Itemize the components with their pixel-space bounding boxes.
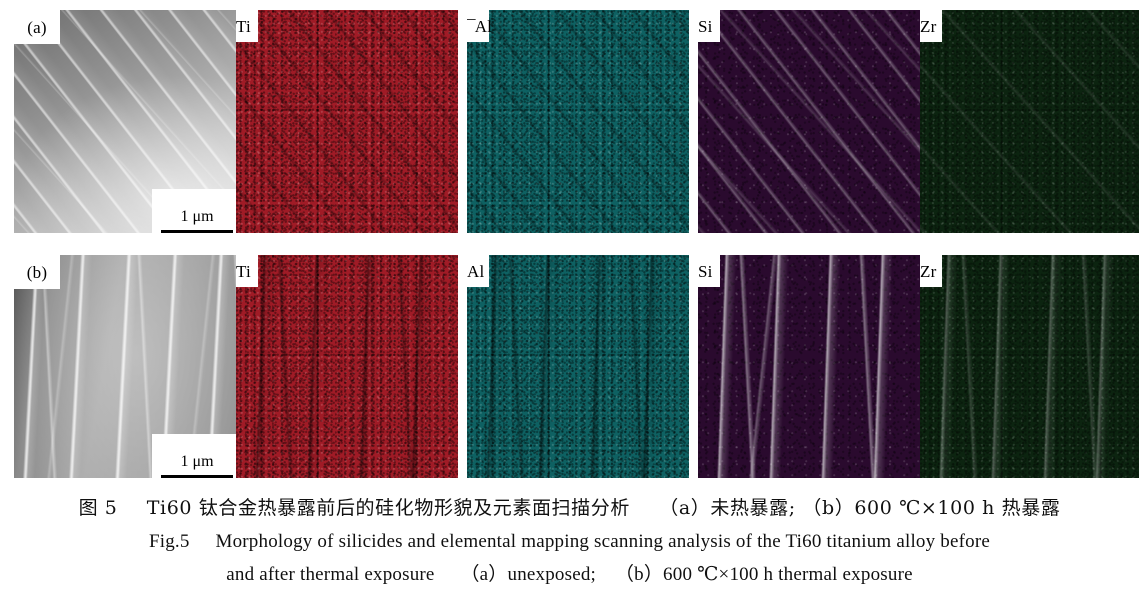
panel-label-a: (a) xyxy=(14,10,60,44)
map-speckle-zr xyxy=(920,255,1139,478)
panel-map-al-exposed: Al xyxy=(467,255,689,478)
panel-label-ti-unexposed: Ti xyxy=(236,10,258,42)
map-streaks-ti-secondary xyxy=(236,255,458,478)
scalebar-label-unexposed: 1 μm xyxy=(180,208,214,225)
map-base-al xyxy=(467,255,689,478)
panel-label-zr-text: Zr xyxy=(920,261,937,281)
panel-label-ti-exposed: Ti xyxy=(236,255,258,287)
scalebar-line-exposed xyxy=(161,475,233,478)
caption-zh-sub-b: （b）600 ℃×100 h 热暴露 xyxy=(802,497,1061,519)
panel-sem-unexposed: (a) 1 μm xyxy=(14,10,236,233)
map-streaks-al xyxy=(467,10,689,233)
map-image-zr-exposed xyxy=(920,255,1139,478)
panel-label-si-text: Si xyxy=(698,261,713,281)
panel-label-zr-exposed: Zr xyxy=(920,255,942,287)
caption-en-line2-sub-b: （b）600 ℃×100 h thermal exposure xyxy=(614,564,913,585)
image-vignette xyxy=(698,255,920,478)
caption-line-en-1: Fig.5 Morphology of silicides and elemen… xyxy=(0,525,1139,558)
panel-map-si-exposed: Si xyxy=(698,255,920,478)
figure-caption: 图 5 Ti60 钛合金热暴露前后的硅化物形貌及元素面扫描分析 （a）未热暴露;… xyxy=(0,492,1139,591)
caption-en-line1: Morphology of silicides and elemental ma… xyxy=(215,531,991,552)
map-image-si-exposed xyxy=(698,255,920,478)
panel-label-al-text: Al xyxy=(474,16,493,36)
caption-en-line2-title: and after thermal exposure xyxy=(226,564,435,585)
map-base-al xyxy=(467,10,689,233)
image-vignette xyxy=(467,10,689,233)
map-image-ti-exposed xyxy=(236,255,458,478)
image-vignette xyxy=(236,255,458,478)
panel-label-zr-unexposed: Zr xyxy=(920,10,942,42)
map-speckle-zr xyxy=(920,10,1139,233)
map-base-zr xyxy=(920,10,1139,233)
map-base-zr xyxy=(920,255,1139,478)
image-vignette xyxy=(920,255,1139,478)
map-streaks-si-tertiary xyxy=(698,255,920,478)
map-streaks-zr xyxy=(920,255,1139,478)
map-base-si xyxy=(698,10,920,233)
scalebar-label-exposed: 1 μm xyxy=(180,453,214,470)
panel-label-ti-text: Ti xyxy=(236,16,251,36)
caption-line-zh: 图 5 Ti60 钛合金热暴露前后的硅化物形貌及元素面扫描分析 （a）未热暴露;… xyxy=(0,492,1139,525)
panel-label-si-text: Si xyxy=(698,16,713,36)
panel-label-b-text: (b) xyxy=(26,262,48,282)
panel-row-unexposed: (a) 1 μm Ti xyxy=(0,10,1139,233)
map-image-ti-unexposed xyxy=(236,10,458,233)
scalebar-unexposed: 1 μm xyxy=(152,189,236,233)
map-streaks-si xyxy=(698,255,920,478)
image-vignette xyxy=(698,10,920,233)
panel-label-si-unexposed: Si xyxy=(698,10,720,42)
panel-label-al-prefix: ¯ xyxy=(467,16,476,36)
map-streaks-si-secondary xyxy=(698,10,920,233)
map-streaks-ti xyxy=(236,10,458,233)
panel-map-zr-unexposed: Zr xyxy=(920,10,1139,233)
caption-en-line2-sub-a: （a）unexposed; xyxy=(460,564,597,585)
map-speckle-si xyxy=(698,10,920,233)
map-streaks-zr xyxy=(920,10,1139,233)
image-vignette xyxy=(236,10,458,233)
image-vignette xyxy=(920,10,1139,233)
caption-zh-label: 图 5 xyxy=(78,497,118,519)
panel-label-al-text: Al xyxy=(467,261,485,281)
scalebar-exposed: 1 μm xyxy=(152,434,236,478)
panel-map-ti-unexposed: Ti xyxy=(236,10,458,233)
map-streaks-al xyxy=(467,255,689,478)
panel-label-zr-text: Zr xyxy=(920,16,937,36)
caption-en-label: Fig.5 xyxy=(148,531,190,552)
map-base-ti xyxy=(236,255,458,478)
map-streaks-al-secondary xyxy=(467,255,689,478)
panel-map-si-unexposed: Si xyxy=(698,10,920,233)
caption-zh-sub-a: （a）未热暴露; xyxy=(659,497,796,519)
scalebar-line-unexposed xyxy=(161,230,233,233)
map-speckle-al xyxy=(467,10,689,233)
panel-row-exposed: (b) 1 μm Ti xyxy=(0,255,1139,478)
panel-label-al-unexposed: ¯ Al xyxy=(467,10,493,42)
caption-line-en-2: and after thermal exposure （a）unexposed;… xyxy=(0,558,1139,591)
panel-label-al-exposed: Al xyxy=(467,255,489,287)
map-streaks-zr-secondary xyxy=(920,255,1139,478)
map-image-al-unexposed xyxy=(467,10,689,233)
map-speckle-ti xyxy=(236,255,458,478)
panel-map-al-unexposed: ¯ Al xyxy=(467,10,689,233)
sem-image-unexposed xyxy=(14,10,236,233)
map-speckle-al xyxy=(467,255,689,478)
map-image-al-exposed xyxy=(467,255,689,478)
map-streaks-si xyxy=(698,10,920,233)
caption-zh-title: Ti60 钛合金热暴露前后的硅化物形貌及元素面扫描分析 xyxy=(146,497,630,519)
map-image-si-unexposed xyxy=(698,10,920,233)
panel-sem-exposed: (b) 1 μm xyxy=(14,255,236,478)
map-streaks-si-secondary xyxy=(698,255,920,478)
map-image-zr-unexposed xyxy=(920,10,1139,233)
panel-label-a-text: (a) xyxy=(27,17,47,37)
image-vignette xyxy=(467,255,689,478)
panel-map-zr-exposed: Zr xyxy=(920,255,1139,478)
panel-label-b: (b) xyxy=(14,255,60,289)
panel-label-si-exposed: Si xyxy=(698,255,720,287)
map-speckle-ti xyxy=(236,10,458,233)
map-base-ti xyxy=(236,10,458,233)
map-streaks-ti xyxy=(236,255,458,478)
panel-map-ti-exposed: Ti xyxy=(236,255,458,478)
panel-label-ti-text: Ti xyxy=(236,261,251,281)
